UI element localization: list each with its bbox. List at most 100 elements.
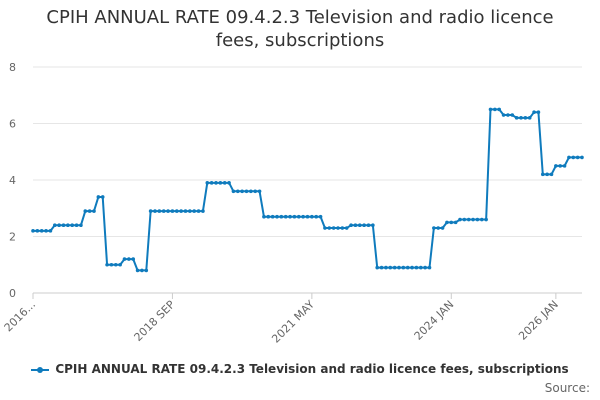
y-tick-label-3: 6 [9,118,16,131]
data-point-28 [153,209,157,213]
data-point-88 [414,265,419,270]
data-point-117 [540,172,545,177]
data-point-53 [262,214,266,219]
data-point-62 [301,214,305,219]
data-point-109 [506,113,510,117]
chart-title-line-1: CPIH ANNUAL RATE 09.4.2.3 Television and… [46,7,554,28]
data-point-57 [279,214,284,219]
data-point-120 [554,164,558,168]
x-tick-label-3: 2024 JAN [412,298,457,343]
data-point-83 [392,265,397,270]
data-point-110 [510,113,515,117]
data-point-71 [340,226,345,230]
data-point-51 [253,189,258,194]
data-point-5 [52,223,57,227]
data-point-82 [388,265,393,270]
data-point-20 [118,262,122,267]
data-point-101 [471,217,475,222]
data-point-40 [205,181,210,185]
data-point-39 [201,209,205,213]
data-point-113 [523,116,528,120]
data-point-1 [35,229,40,233]
data-point-84 [397,265,401,270]
data-point-116 [536,110,541,114]
data-point-56 [275,214,279,219]
data-point-49 [244,189,249,194]
data-point-80 [379,265,384,270]
data-point-108 [501,113,506,117]
data-point-15 [96,195,101,199]
data-point-111 [514,116,519,120]
data-point-107 [497,107,502,112]
data-point-47 [235,189,240,194]
data-point-81 [384,265,388,270]
data-point-30 [161,209,166,213]
data-point-73 [349,223,353,227]
data-point-50 [249,189,253,194]
data-point-44 [222,181,227,185]
data-point-118 [545,172,549,177]
data-point-92 [432,226,436,230]
data-point-112 [519,116,523,120]
data-point-38 [196,209,201,213]
data-point-21 [122,257,127,261]
data-point-17 [105,262,109,267]
data-point-100 [466,217,471,222]
data-point-2 [39,229,44,233]
data-point-102 [475,217,480,222]
chart-legend[interactable]: CPIH ANNUAL RATE 09.4.2.3 Television and… [0,362,600,376]
data-point-79 [375,265,380,270]
data-point-77 [366,223,371,227]
data-point-48 [240,189,244,194]
legend-swatch-icon [31,365,50,375]
data-point-23 [131,257,136,261]
data-point-43 [218,181,223,185]
data-point-8 [66,223,70,227]
data-point-87 [410,265,414,270]
data-point-7 [61,223,66,227]
data-point-27 [148,209,153,213]
data-point-70 [336,226,340,230]
data-point-29 [157,209,162,213]
data-point-78 [371,223,375,227]
source-label: Source: [544,381,590,395]
data-point-24 [135,268,140,273]
series-line [33,108,582,272]
legend-series-label: CPIH ANNUAL RATE 09.4.2.3 Television and… [55,362,569,376]
data-point-33 [174,209,179,213]
chart-title-line-2: fees, subscriptions [215,30,385,51]
data-point-25 [140,268,144,273]
data-point-19 [113,262,118,267]
data-point-4 [48,229,53,233]
data-point-75 [357,223,362,227]
data-point-63 [305,214,310,219]
x-tick-label-0: 2016... [2,298,38,334]
data-point-124 [571,155,576,160]
data-point-115 [532,110,536,114]
data-point-65 [314,214,319,219]
data-point-105 [488,107,493,112]
data-point-89 [418,265,423,270]
data-point-32 [170,209,175,213]
data-point-76 [362,223,366,227]
data-point-97 [453,220,458,225]
data-point-31 [166,209,170,213]
data-point-52 [257,189,262,194]
data-point-106 [493,107,497,112]
data-point-59 [288,214,292,219]
x-tick-label-2: 2021 MAY [269,298,317,346]
data-point-10 [74,223,79,227]
data-point-74 [353,223,358,227]
data-point-61 [296,214,301,219]
data-point-11 [79,223,83,227]
data-point-35 [183,209,188,213]
y-tick-label-1: 2 [9,231,16,244]
data-point-122 [562,164,567,168]
data-point-54 [266,214,271,219]
data-point-103 [479,217,484,222]
data-point-123 [567,155,571,160]
data-point-94 [440,226,445,230]
data-point-58 [283,214,288,219]
y-tick-label-2: 4 [9,174,16,187]
